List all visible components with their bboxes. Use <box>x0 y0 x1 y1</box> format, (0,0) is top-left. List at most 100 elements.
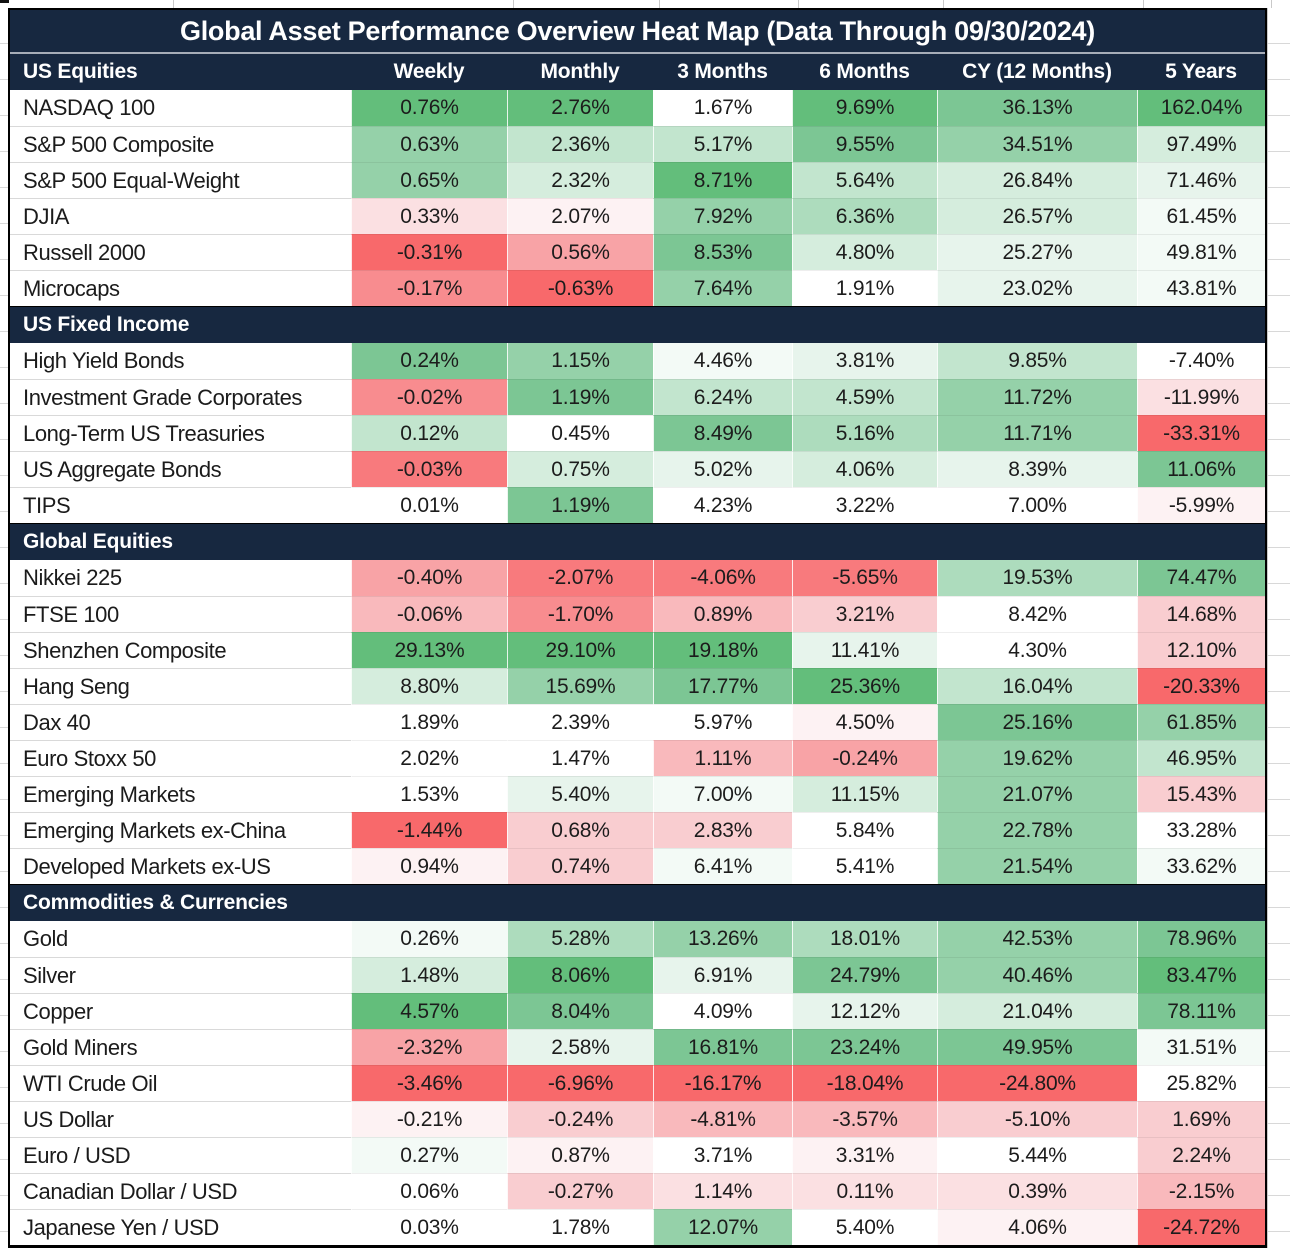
value-cell[interactable]: 0.63% <box>351 126 507 162</box>
column-header-cy-12-months-[interactable]: CY (12 Months) <box>937 54 1137 90</box>
section-header-global-equities[interactable]: Global Equities <box>10 523 1265 560</box>
value-cell[interactable]: -0.27% <box>507 1173 653 1209</box>
value-cell[interactable]: 11.06% <box>1137 451 1265 487</box>
row-label[interactable]: Euro Stoxx 50 <box>10 740 351 776</box>
value-cell[interactable]: 22.78% <box>937 812 1137 848</box>
value-cell[interactable]: 12.10% <box>1137 632 1265 668</box>
value-cell[interactable]: 43.81% <box>1137 270 1265 306</box>
heatmap-title[interactable]: Global Asset Performance Overview Heat M… <box>10 10 1265 54</box>
value-cell[interactable]: 2.83% <box>653 812 792 848</box>
value-cell[interactable]: 18.01% <box>792 921 937 957</box>
value-cell[interactable]: 7.92% <box>653 198 792 234</box>
value-cell[interactable]: 0.68% <box>507 812 653 848</box>
row-label[interactable]: Investment Grade Corporates <box>10 379 351 415</box>
value-cell[interactable]: 6.41% <box>653 848 792 884</box>
value-cell[interactable]: 3.31% <box>792 1137 937 1173</box>
value-cell[interactable]: 23.02% <box>937 270 1137 306</box>
row-label[interactable]: Russell 2000 <box>10 234 351 270</box>
row-label[interactable]: Developed Markets ex-US <box>10 848 351 884</box>
value-cell[interactable]: 15.69% <box>507 668 653 704</box>
row-label[interactable]: Nikkei 225 <box>10 560 351 596</box>
value-cell[interactable]: 61.85% <box>1137 704 1265 740</box>
value-cell[interactable]: 7.64% <box>653 270 792 306</box>
value-cell[interactable]: 1.53% <box>351 776 507 812</box>
value-cell[interactable]: 46.95% <box>1137 740 1265 776</box>
section-header-us-fixed-income[interactable]: US Fixed Income <box>10 306 1265 343</box>
value-cell[interactable]: 8.71% <box>653 162 792 198</box>
value-cell[interactable]: 5.02% <box>653 451 792 487</box>
row-label[interactable]: TIPS <box>10 487 351 523</box>
row-label[interactable]: S&P 500 Composite <box>10 126 351 162</box>
value-cell[interactable]: 0.94% <box>351 848 507 884</box>
value-cell[interactable]: 11.41% <box>792 632 937 668</box>
value-cell[interactable]: 42.53% <box>937 921 1137 957</box>
value-cell[interactable]: -0.06% <box>351 596 507 632</box>
value-cell[interactable]: 21.07% <box>937 776 1137 812</box>
value-cell[interactable]: 40.46% <box>937 957 1137 993</box>
column-header-3-months[interactable]: 3 Months <box>653 54 792 90</box>
value-cell[interactable]: -3.57% <box>792 1101 937 1137</box>
value-cell[interactable]: 0.45% <box>507 415 653 451</box>
value-cell[interactable]: -1.44% <box>351 812 507 848</box>
row-label[interactable]: Japanese Yen / USD <box>10 1209 351 1245</box>
value-cell[interactable]: 0.12% <box>351 415 507 451</box>
value-cell[interactable]: 74.47% <box>1137 560 1265 596</box>
value-cell[interactable]: 8.53% <box>653 234 792 270</box>
row-label[interactable]: Shenzhen Composite <box>10 632 351 668</box>
value-cell[interactable]: 5.41% <box>792 848 937 884</box>
value-cell[interactable]: -2.07% <box>507 560 653 596</box>
value-cell[interactable]: 31.51% <box>1137 1029 1265 1065</box>
row-label[interactable]: Emerging Markets <box>10 776 351 812</box>
value-cell[interactable]: -2.32% <box>351 1029 507 1065</box>
value-cell[interactable]: -24.80% <box>937 1065 1137 1101</box>
row-label[interactable]: Copper <box>10 993 351 1029</box>
value-cell[interactable]: 8.42% <box>937 596 1137 632</box>
value-cell[interactable]: -0.63% <box>507 270 653 306</box>
value-cell[interactable]: 8.04% <box>507 993 653 1029</box>
value-cell[interactable]: 8.80% <box>351 668 507 704</box>
value-cell[interactable]: 6.91% <box>653 957 792 993</box>
value-cell[interactable]: -0.17% <box>351 270 507 306</box>
value-cell[interactable]: 3.81% <box>792 343 937 379</box>
value-cell[interactable]: 0.27% <box>351 1137 507 1173</box>
value-cell[interactable]: -5.10% <box>937 1101 1137 1137</box>
value-cell[interactable]: 33.28% <box>1137 812 1265 848</box>
value-cell[interactable]: 26.57% <box>937 198 1137 234</box>
value-cell[interactable]: 1.19% <box>507 379 653 415</box>
row-label[interactable]: Emerging Markets ex-China <box>10 812 351 848</box>
row-label[interactable]: FTSE 100 <box>10 596 351 632</box>
value-cell[interactable]: 5.40% <box>507 776 653 812</box>
value-cell[interactable]: -24.72% <box>1137 1209 1265 1245</box>
value-cell[interactable]: 5.64% <box>792 162 937 198</box>
value-cell[interactable]: 0.06% <box>351 1173 507 1209</box>
value-cell[interactable]: 3.71% <box>653 1137 792 1173</box>
row-label[interactable]: US Dollar <box>10 1101 351 1137</box>
value-cell[interactable]: 2.24% <box>1137 1137 1265 1173</box>
value-cell[interactable]: 2.58% <box>507 1029 653 1065</box>
value-cell[interactable]: 0.01% <box>351 487 507 523</box>
value-cell[interactable]: 2.02% <box>351 740 507 776</box>
value-cell[interactable]: 49.81% <box>1137 234 1265 270</box>
value-cell[interactable]: 4.59% <box>792 379 937 415</box>
value-cell[interactable]: -3.46% <box>351 1065 507 1101</box>
value-cell[interactable]: 162.04% <box>1137 90 1265 126</box>
value-cell[interactable]: 8.39% <box>937 451 1137 487</box>
column-header-6-months[interactable]: 6 Months <box>792 54 937 90</box>
value-cell[interactable]: 9.85% <box>937 343 1137 379</box>
value-cell[interactable]: 17.77% <box>653 668 792 704</box>
value-cell[interactable]: -0.24% <box>792 740 937 776</box>
value-cell[interactable]: 0.56% <box>507 234 653 270</box>
value-cell[interactable]: 1.69% <box>1137 1101 1265 1137</box>
value-cell[interactable]: 4.46% <box>653 343 792 379</box>
value-cell[interactable]: 34.51% <box>937 126 1137 162</box>
value-cell[interactable]: 0.65% <box>351 162 507 198</box>
value-cell[interactable]: 12.12% <box>792 993 937 1029</box>
value-cell[interactable]: -4.06% <box>653 560 792 596</box>
value-cell[interactable]: 13.26% <box>653 921 792 957</box>
value-cell[interactable]: 78.96% <box>1137 921 1265 957</box>
value-cell[interactable]: 7.00% <box>653 776 792 812</box>
value-cell[interactable]: 19.18% <box>653 632 792 668</box>
value-cell[interactable]: 26.84% <box>937 162 1137 198</box>
column-header-weekly[interactable]: Weekly <box>351 54 507 90</box>
row-label[interactable]: S&P 500 Equal-Weight <box>10 162 351 198</box>
